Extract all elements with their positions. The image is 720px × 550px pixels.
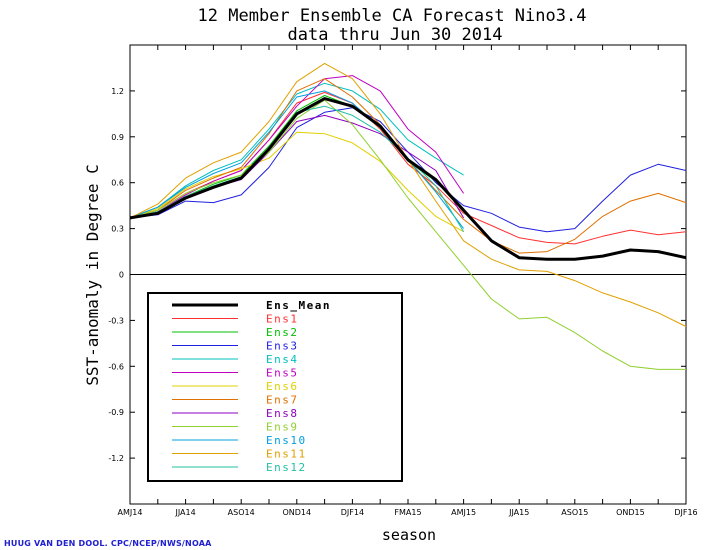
credit-line: HUUG VAN DEN DOOL. CPC/NCEP/NWS/NOAA [4,539,212,548]
legend-label: Ens2 [266,326,299,339]
y-axis-label: SST-anomaly in Degree C [83,164,102,386]
legend-label: Ens3 [266,340,299,353]
legend-label: Ens10 [266,434,307,447]
series-line-ens4 [129,82,464,219]
legend-label: Ens7 [266,394,299,407]
y-tick-label: -1.2 [108,454,124,463]
legend-label: Ens6 [266,380,299,393]
legend-label: Ens5 [266,367,299,380]
x-tick-label: OND15 [616,508,645,517]
x-tick-label: JJA14 [174,508,195,517]
y-tick-label: 0 [119,271,124,280]
y-tick-label: -0.9 [108,408,124,417]
y-tick-label: -0.3 [108,316,124,325]
series-line-ens-mean [129,97,687,261]
x-tick-label: ASO15 [561,508,588,517]
legend-box [147,292,403,482]
series-line-ens6 [129,131,464,233]
y-tick-label: 0.3 [111,225,124,234]
y-tick-label: 1.2 [111,87,124,96]
legend-label: Ens_Mean [266,299,331,312]
series-line-ens7 [129,78,687,254]
legend-label: Ens11 [266,448,307,461]
legend-label: Ens1 [266,313,299,326]
series-line-ens5 [129,75,465,219]
x-tick-label: DJF16 [674,508,697,517]
y-tick-label: -0.6 [108,362,124,371]
y-tick-label: 0.9 [111,133,124,142]
chart-subtitle: data thru Jun 30 2014 [288,25,503,45]
legend-label: Ens9 [266,421,299,434]
x-axis-label: season [382,526,436,544]
plot-area: -1.2 -0.9 -0.6 -0.3 0 0.3 0.6 0.9 1.2 AMJ14 JJA14 A… [108,44,698,517]
y-tick-label: 0.6 [111,179,124,188]
series-line-ens11 [129,62,687,327]
legend-label: Ens8 [266,407,299,420]
x-tick-label: DJF14 [341,508,364,517]
x-tick-label: AMJ15 [451,508,476,517]
chart-title: 12 Member Ensemble CA Forecast Nino3.4 [198,6,587,26]
x-tick-label: JJA15 [508,508,529,517]
series-line-ens9 [129,99,686,370]
x-tick-label: OND14 [282,508,311,517]
series-line-ens1 [129,91,687,245]
series-line-ens3 [129,107,687,233]
x-tick-label: AMJ14 [118,508,143,517]
x-tick-label: FMA15 [394,508,421,517]
legend-label: Ens4 [266,353,299,366]
x-tick-label: ASO14 [228,508,255,517]
legend-label: Ens12 [266,461,307,474]
